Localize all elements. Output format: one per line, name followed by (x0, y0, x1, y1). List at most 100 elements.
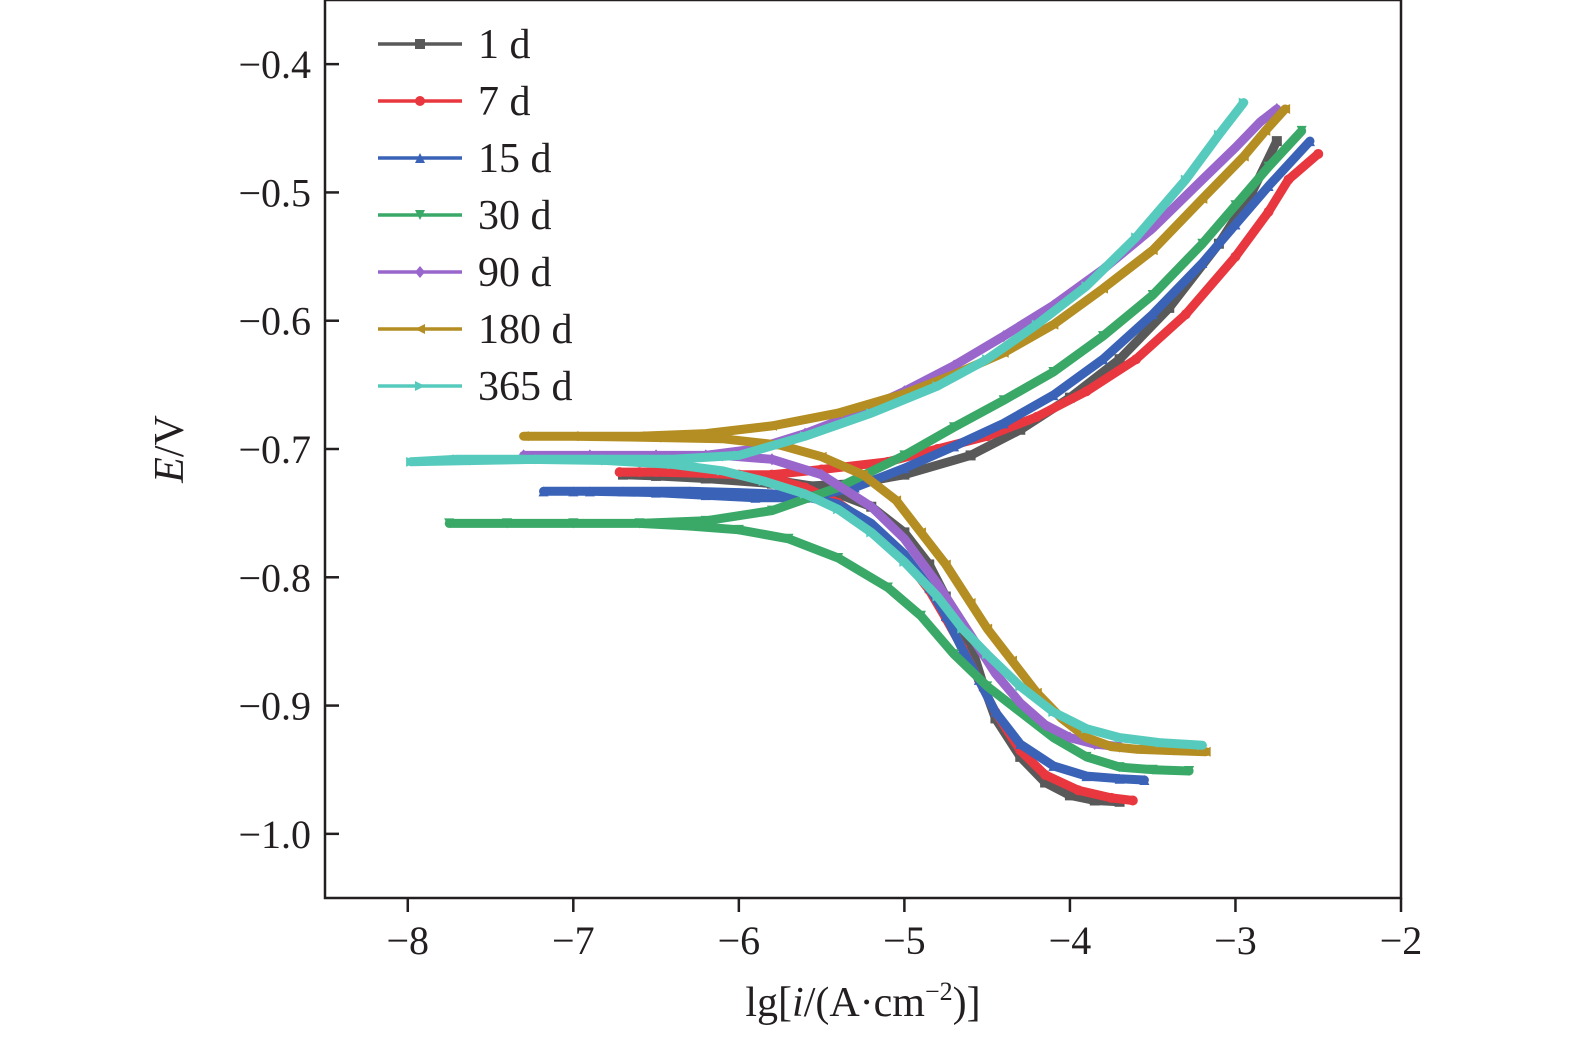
data-point (940, 559, 951, 570)
data-point (932, 591, 943, 602)
series-line (444, 126, 1307, 776)
y-tick-label: −0.6 (238, 299, 311, 344)
data-point (899, 469, 910, 480)
y-tick-label: −1.0 (238, 812, 311, 857)
data-point (1081, 281, 1092, 292)
data-point (816, 451, 827, 462)
data-point (1114, 762, 1125, 773)
legend: 1 d 7 d 15 d 30 d 90 d 180 d 365 d (378, 22, 573, 410)
data-point (601, 454, 612, 465)
data-point (1230, 219, 1241, 230)
data-point (915, 610, 926, 621)
data-point (1040, 777, 1051, 788)
data-point (1147, 309, 1158, 320)
data-point (1147, 290, 1158, 301)
data-point (882, 582, 893, 593)
data-point (468, 455, 479, 466)
data-point (651, 487, 662, 498)
data-point (1197, 740, 1208, 751)
data-point (998, 330, 1009, 343)
series-4 (444, 125, 1307, 776)
legend-item: 180 d (378, 307, 573, 353)
data-point (700, 515, 711, 526)
x-tick-label: −4 (1049, 918, 1092, 963)
data-point (965, 597, 976, 608)
data-point (1015, 424, 1026, 435)
data-point (998, 418, 1009, 429)
data-point (1048, 390, 1059, 401)
data-point (949, 441, 960, 452)
data-point (800, 488, 811, 499)
data-point (990, 706, 1001, 717)
data-point (940, 610, 951, 621)
data-point (899, 556, 910, 567)
data-point (1263, 181, 1274, 192)
data-point (1313, 148, 1324, 159)
data-point (1031, 411, 1042, 422)
data-point (733, 524, 744, 535)
data-point (538, 486, 549, 497)
data-point (783, 533, 794, 544)
data-point (700, 473, 711, 484)
data-point (1263, 161, 1274, 172)
legend-item: 30 d (378, 193, 552, 239)
data-point (634, 518, 645, 529)
data-point (651, 432, 662, 443)
data-point (1271, 136, 1282, 147)
data-point (1048, 319, 1059, 330)
legend-marker (415, 96, 425, 106)
y-tick-label: −0.4 (238, 42, 311, 87)
data-point (924, 559, 935, 570)
x-axis-label: lg[i/(A·cm−2)] (745, 977, 980, 1026)
series-layer (406, 97, 1324, 807)
y-axis-label-italic: E (147, 457, 193, 484)
x-axis-label-suffix: )] (953, 980, 981, 1026)
data-point (667, 467, 678, 478)
data-point (1048, 760, 1059, 771)
data-point (1031, 687, 1042, 698)
data-point (1081, 723, 1092, 734)
data-point (617, 486, 628, 497)
data-point (766, 469, 777, 480)
data-point (1073, 785, 1084, 796)
data-point (998, 395, 1009, 406)
data-point (1230, 141, 1241, 154)
legend-label: 7 d (478, 79, 531, 125)
data-point (584, 486, 595, 497)
y-tick-label: −0.9 (238, 684, 311, 729)
data-point (684, 486, 695, 497)
x-tick-label: −7 (552, 918, 595, 963)
data-point (518, 454, 529, 465)
data-point (800, 431, 811, 442)
data-point (651, 467, 662, 478)
data-point (1260, 125, 1271, 136)
data-point (949, 422, 960, 433)
x-axis-label-middle: /(A·cm (804, 980, 926, 1026)
data-point (1255, 115, 1266, 128)
legend-label: 365 d (478, 364, 573, 410)
data-point (957, 644, 968, 655)
data-point (1180, 174, 1191, 185)
data-point (1006, 655, 1017, 666)
data-point (899, 463, 910, 474)
x-tick-label: −8 (386, 918, 429, 963)
data-point (1197, 257, 1208, 268)
data-point (957, 623, 968, 634)
data-point (1081, 751, 1092, 762)
data-point (535, 454, 546, 465)
data-point (1015, 739, 1026, 750)
data-point (700, 428, 711, 439)
data-point (982, 623, 993, 634)
data-point (444, 518, 455, 529)
data-point (899, 532, 910, 545)
x-axis-label-prefix: lg[ (745, 980, 792, 1026)
data-point (1180, 309, 1191, 320)
data-point (1015, 751, 1026, 762)
x-tick-label: −2 (1380, 918, 1423, 963)
data-point (982, 354, 993, 365)
data-point (684, 520, 695, 531)
data-point (1131, 354, 1142, 365)
data-point (1200, 746, 1211, 757)
data-point (1015, 681, 1026, 692)
